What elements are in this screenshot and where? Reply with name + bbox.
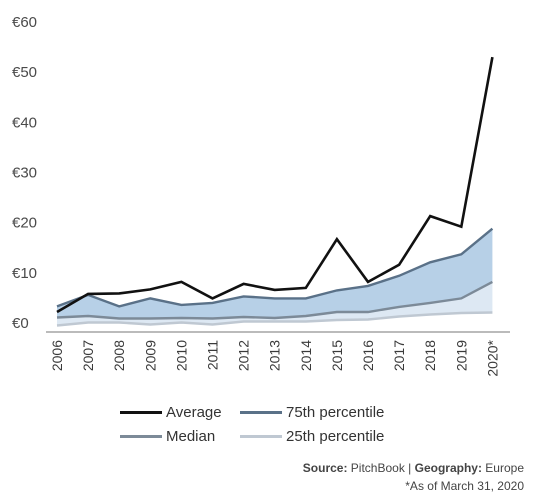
legend-swatch-average bbox=[120, 411, 162, 414]
x-tick-label: 2020* bbox=[484, 339, 500, 376]
legend-item-median: Median bbox=[120, 428, 215, 445]
source-line: Source: PitchBook | Geography: Europe bbox=[303, 461, 524, 475]
legend-swatch-75th bbox=[240, 411, 282, 414]
y-tick-label: €0 bbox=[12, 315, 29, 332]
series-lines bbox=[56, 56, 494, 327]
x-tick-label: 2007 bbox=[80, 340, 96, 371]
footnote: *As of March 31, 2020 bbox=[405, 479, 524, 493]
geography-value: Europe bbox=[481, 461, 524, 475]
x-tick-label: 2016 bbox=[360, 340, 376, 371]
legend-item-25th: 25th percentile bbox=[240, 428, 384, 445]
legend-label-average: Average bbox=[166, 404, 222, 421]
legend: Average 75th percentile Median 25th perc… bbox=[120, 404, 440, 448]
x-tick-label: 2011 bbox=[205, 340, 221, 370]
y-tick-label: €40 bbox=[12, 114, 37, 131]
x-tick-label: 2012 bbox=[236, 340, 252, 371]
legend-label-75th: 75th percentile bbox=[286, 404, 385, 421]
legend-label-median: Median bbox=[166, 428, 216, 445]
series-line-median bbox=[56, 280, 493, 320]
legend-label-25th: 25th percentile bbox=[286, 428, 385, 445]
band-75th-to-median bbox=[57, 228, 493, 319]
y-tick-label: €20 bbox=[12, 215, 37, 232]
x-tick-label: 2015 bbox=[329, 340, 345, 371]
chart: €0 €10 €20 €30 €40 €50 €60 2006 2007 2008 2009 201… bbox=[12, 14, 510, 377]
y-tick-label: €60 bbox=[12, 14, 37, 31]
x-tick-label: 2009 bbox=[142, 340, 158, 371]
x-tick-label: 2014 bbox=[298, 340, 314, 371]
legend-swatch-25th bbox=[240, 435, 282, 438]
y-tick-label: €30 bbox=[12, 165, 37, 182]
x-tick-label: 2019 bbox=[453, 340, 469, 371]
legend-item-75th: 75th percentile bbox=[240, 404, 384, 421]
series-line-average bbox=[56, 56, 494, 314]
geography-label: Geography: bbox=[414, 461, 482, 475]
source-value: PitchBook | bbox=[347, 461, 415, 475]
legend-swatch-median bbox=[120, 435, 162, 438]
x-tick-labels: 2006 2007 2008 2009 2010 2011 2012 2013 2014 2015… bbox=[49, 339, 500, 376]
source-label: Source: bbox=[302, 461, 348, 475]
x-tick-label: 2006 bbox=[49, 340, 65, 371]
x-tick-label: 2018 bbox=[422, 340, 438, 371]
bands bbox=[57, 228, 493, 326]
x-tick-label: 2010 bbox=[173, 340, 189, 371]
series-line-25th-percentile bbox=[56, 311, 493, 327]
legend-item-average: Average bbox=[120, 404, 222, 421]
y-tick-label: €50 bbox=[12, 64, 37, 81]
y-tick-labels: €0 €10 €20 €30 €40 €50 €60 bbox=[12, 14, 37, 332]
x-tick-label: 2017 bbox=[391, 340, 407, 371]
x-tick-label: 2008 bbox=[111, 340, 127, 371]
band-median-to-25th bbox=[57, 281, 493, 326]
y-tick-label: €10 bbox=[12, 265, 37, 282]
series-line-75th-percentile bbox=[56, 227, 494, 308]
x-tick-label: 2013 bbox=[267, 340, 283, 371]
